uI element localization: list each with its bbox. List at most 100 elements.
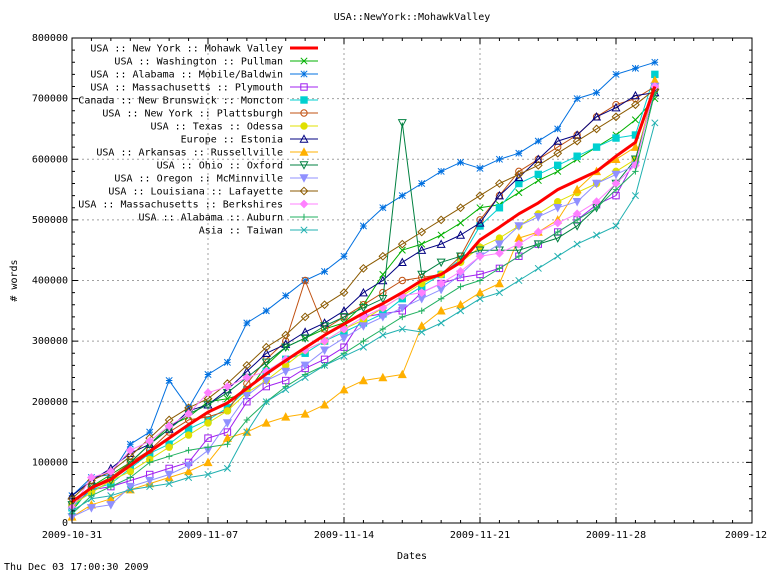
data-point [457, 219, 465, 227]
data-point [475, 246, 485, 255]
data-point [631, 192, 639, 200]
data-point [222, 419, 232, 428]
data-point [514, 222, 524, 231]
data-point [495, 204, 504, 212]
data-point [495, 179, 504, 188]
data-point [632, 168, 639, 175]
y-tick-label: 0 [62, 518, 68, 529]
data-point [184, 461, 194, 471]
data-point [514, 169, 524, 179]
generated-timestamp: Thu Dec 03 17:00:30 2009 [4, 562, 149, 573]
data-point [378, 372, 388, 382]
data-point [397, 369, 407, 379]
data-point [203, 457, 213, 467]
data-point [572, 197, 582, 207]
data-point [397, 239, 407, 249]
y-axis-label: # words [9, 259, 20, 301]
data-point [475, 251, 485, 261]
data-point [436, 258, 446, 268]
data-point [592, 143, 601, 151]
data-point [301, 371, 309, 378]
data-point [515, 189, 523, 197]
data-point [533, 160, 543, 170]
data-point [282, 383, 289, 390]
data-point [573, 240, 581, 248]
data-point [378, 294, 388, 304]
series-0 [71, 86, 657, 504]
data-point [495, 248, 504, 258]
data-point [631, 64, 639, 72]
data-point [261, 342, 271, 352]
data-point [339, 288, 349, 298]
data-point [611, 102, 621, 112]
data-point [204, 434, 212, 442]
data-point [436, 279, 446, 288]
data-point [417, 245, 427, 254]
legend-marker [299, 186, 309, 196]
data-point [359, 222, 367, 230]
data-point [300, 334, 310, 343]
data-point [397, 119, 407, 128]
data-point [495, 234, 504, 242]
series-14 [68, 119, 659, 515]
data-point [612, 134, 620, 142]
data-point [203, 388, 213, 398]
data-point [631, 100, 640, 110]
data-point [554, 125, 562, 133]
data-point [359, 263, 368, 273]
legend-marker [300, 96, 308, 104]
data-point [436, 239, 446, 248]
legend-marker [300, 226, 308, 234]
data-point [476, 277, 484, 284]
data-point [320, 300, 329, 310]
data-point [573, 152, 581, 160]
legend-marker [299, 199, 309, 209]
x-tick-label: 2009-11-14 [314, 530, 374, 541]
data-point [437, 231, 445, 239]
data-point [457, 283, 464, 290]
data-point [301, 373, 309, 382]
data-point [145, 476, 155, 486]
data-point [515, 149, 523, 157]
data-point [476, 164, 484, 172]
data-point [223, 382, 232, 392]
axis-ticks: 0 100000 200000 300000 400000 500000 600000 700… [32, 33, 768, 541]
data-point [534, 264, 542, 272]
data-point [534, 170, 542, 179]
data-point [494, 278, 504, 288]
data-point [185, 447, 192, 454]
data-point [611, 112, 621, 122]
data-point [630, 90, 640, 100]
legend-marker [300, 83, 308, 91]
data-point [534, 176, 542, 185]
data-point [87, 473, 96, 482]
data-point [593, 89, 601, 97]
data-point [358, 304, 368, 313]
data-point [125, 451, 135, 461]
data-point [261, 348, 271, 357]
data-point [223, 358, 231, 366]
data-point [379, 204, 387, 212]
chart-title: USA::NewYork::MohawkValley [334, 12, 491, 23]
data-point [281, 367, 291, 377]
data-point [106, 467, 116, 476]
legend-label: Europe :: Estonia [181, 135, 283, 146]
data-point [320, 322, 330, 331]
x-axis-label: Dates [397, 551, 427, 562]
data-point [554, 161, 562, 170]
data-point [261, 358, 271, 368]
data-point [126, 467, 134, 476]
data-point [126, 486, 134, 494]
data-point [145, 436, 155, 446]
data-point [223, 464, 231, 472]
data-point [630, 142, 640, 151]
data-point [146, 428, 154, 436]
data-point [358, 322, 368, 331]
data-point [418, 240, 426, 248]
legend-label: USA :: Oregon :: McMinnville [114, 174, 283, 185]
data-point [398, 325, 406, 333]
data-point [107, 492, 115, 500]
data-point [612, 70, 620, 78]
data-point [242, 391, 252, 401]
